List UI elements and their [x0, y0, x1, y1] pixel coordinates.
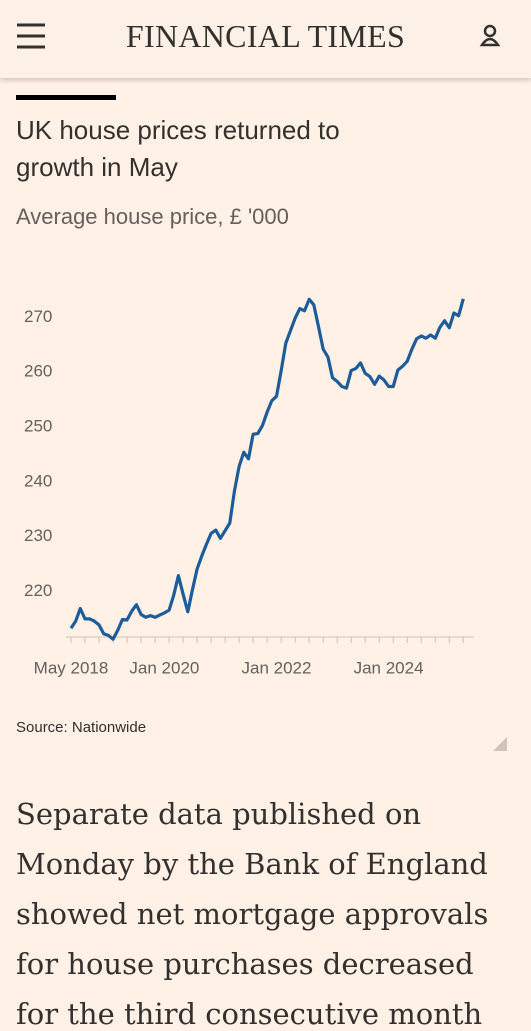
paragraph-line: for the third consecutive month	[16, 997, 483, 1031]
y-tick-label: 240	[24, 471, 52, 490]
brand[interactable]: FINANCIAL TIMES	[125, 18, 406, 54]
y-tick-label: 270	[24, 307, 52, 326]
title-line: UK house prices returned to	[16, 115, 340, 145]
price-line	[69, 297, 465, 641]
y-tick-label: 220	[24, 581, 52, 600]
resize-handle	[493, 737, 507, 751]
y-tick-label: 260	[24, 362, 52, 381]
x-tick-label: May 2018	[34, 658, 109, 677]
y-tick-label: 230	[24, 526, 52, 545]
chart-title: UK house prices returned to growth in May	[16, 115, 340, 182]
x-tick-label: Jan 2020	[129, 658, 199, 677]
header-icons	[17, 23, 501, 49]
y-tick-label: 250	[24, 417, 52, 436]
header: FINANCIAL TIMES	[0, 0, 531, 78]
account-button[interactable]	[479, 24, 501, 47]
paragraph-line: Separate data published on	[16, 797, 422, 831]
chart-source: Source: Nationwide	[16, 719, 146, 736]
paragraph-line: for house purchases decreased	[16, 947, 474, 981]
chart: UK house prices returned to growth in May…	[16, 95, 507, 751]
title-line: growth in May	[16, 152, 178, 182]
x-tick-label: Jan 2022	[242, 658, 312, 677]
x-tick-label: Jan 2024	[354, 658, 424, 677]
paragraph-line: Monday by the Bank of England	[16, 847, 488, 881]
menu-button[interactable]	[17, 23, 45, 49]
paragraph-line: showed net mortgage approvals	[16, 897, 489, 931]
chart-rule	[16, 95, 116, 100]
chart-subtitle: Average house price, £ '000	[16, 204, 289, 229]
